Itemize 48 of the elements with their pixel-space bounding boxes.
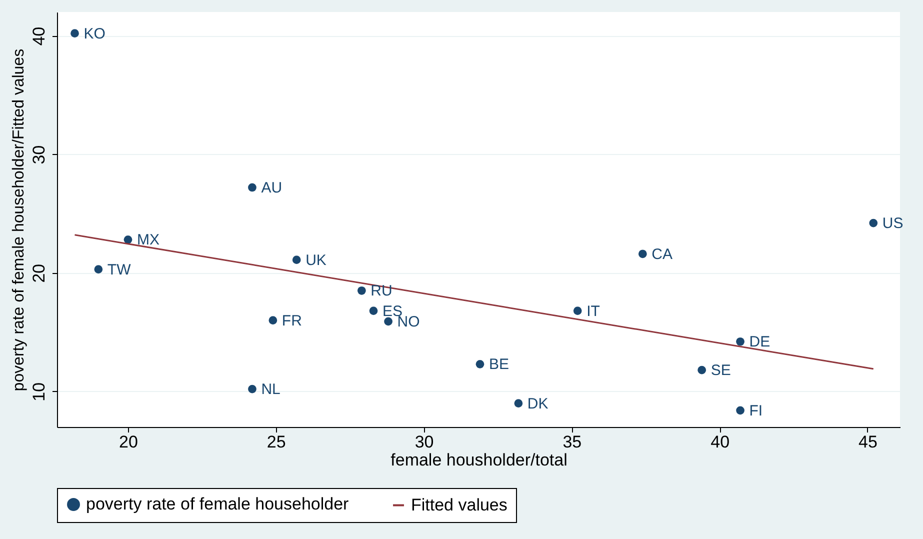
annotation: DK [527,395,548,412]
point [248,384,256,394]
point [369,306,378,315]
legend-label: Fitted values [411,495,508,514]
annotation: IT [586,302,600,320]
annotation: BE [488,356,509,374]
annotation: DE [749,334,770,351]
point [698,366,706,374]
y-tick-label: 40 [30,26,48,46]
x-tick-label: 45 [858,432,878,452]
point [736,337,744,346]
annotation: SE [710,362,731,380]
annotation: AU [261,179,282,196]
annotation: FI [749,402,763,420]
x-tick-label: 20 [119,432,138,452]
annotation: TW [107,261,132,278]
annotation: MX [136,232,160,249]
point [248,183,256,192]
x-tick-label: 30 [414,432,434,452]
annotation: NL [261,381,280,398]
x-tick-label: 35 [562,432,582,452]
point [869,218,878,228]
annotation: FR [282,312,302,330]
point [476,360,484,368]
y-tick-label: 10 [30,382,48,402]
point [573,306,582,315]
point [384,317,392,326]
legend-label: poverty rate of female householder [86,494,350,514]
annotation: CA [652,246,673,263]
x-axis-title: female housholder/total [390,450,568,470]
point [268,316,278,324]
y-axis-title: poverty rate of female householder/Fitted values [10,48,28,392]
y-tick-label: 20 [30,264,48,283]
annotation: US [882,215,904,232]
annotation: RU [370,282,392,300]
point [514,399,523,408]
point [70,29,79,38]
annotation: UK [306,252,326,269]
point [292,256,301,264]
annotation: KO [84,25,106,42]
point [736,406,744,415]
point [638,250,647,258]
point [94,265,103,274]
y-tick-label: 30 [30,145,48,164]
x-tick-label: 40 [710,432,730,452]
point [124,235,132,244]
x-tick-label: 25 [266,432,286,452]
point [357,286,366,295]
